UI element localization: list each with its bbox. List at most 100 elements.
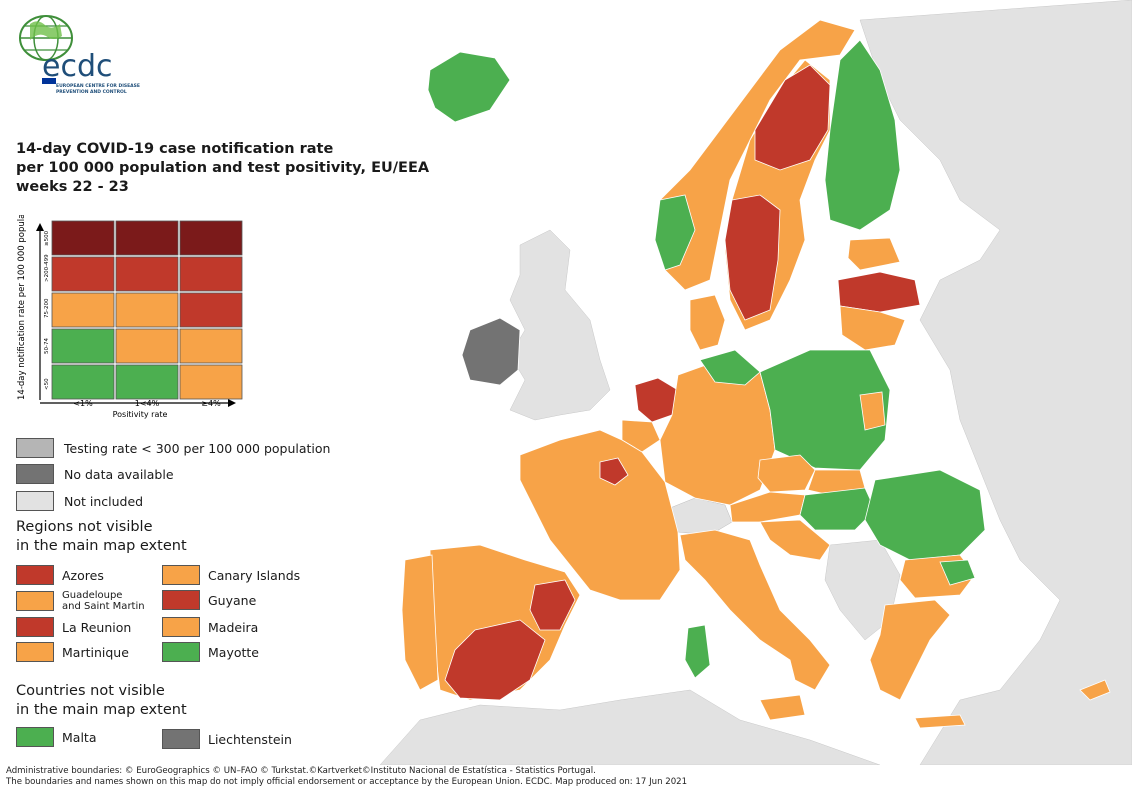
legend-region-label: Martinique <box>62 644 129 660</box>
footer-line-1: Administrative boundaries: © EuroGeograp… <box>6 766 596 776</box>
rate-positivity-matrix: 14-day notification rate per 100 000 pop… <box>17 215 243 419</box>
matrix-cell <box>51 220 115 256</box>
matrix-x-axis-label: Positivity rate <box>113 410 168 419</box>
legend-country-swatch <box>16 727 54 747</box>
legend-region-item: Madeira <box>162 617 258 637</box>
countries-heading-line-2: in the main map extent <box>16 702 187 718</box>
matrix-row-label: 75-200 <box>44 298 50 318</box>
legend-no-data: No data available <box>16 464 174 484</box>
legend-country-label: Malta <box>62 729 97 745</box>
region-france-paris-red <box>599 457 629 486</box>
country-croatia <box>759 519 831 561</box>
country-ireland <box>461 317 521 386</box>
legend-not-included: Not included <box>16 491 143 511</box>
legend-label-testing: Testing rate < 300 per 100 000 populatio… <box>64 440 331 456</box>
region-poland-east-orange <box>859 391 886 431</box>
legend-region-item: Canary Islands <box>162 565 300 585</box>
matrix-cell <box>179 256 243 292</box>
region-sweden-middle-red <box>724 194 781 321</box>
legend-region-label: La Reunion <box>62 619 132 635</box>
region-crete <box>914 714 966 729</box>
country-iceland <box>427 51 511 123</box>
region-norway-west-green <box>654 194 696 271</box>
legend-swatch-not-included <box>16 491 54 511</box>
legend-region-label: Guyane <box>208 592 257 608</box>
region-spain-center-red <box>444 619 546 701</box>
matrix-y-axis-label: 14-day notification rate per 100 000 pop… <box>17 215 27 400</box>
legend-country-item: Liechtenstein <box>162 729 292 749</box>
land-uk <box>509 229 611 421</box>
country-latvia <box>837 271 921 313</box>
legend-label-no-data: No data available <box>64 466 174 482</box>
matrix-cell <box>115 328 179 364</box>
legend-region-swatch <box>162 590 200 610</box>
country-czechia <box>757 454 816 493</box>
legend-swatch-no-data <box>16 464 54 484</box>
legend-region-label: Madeira <box>208 619 259 635</box>
legend-swatch-testing <box>16 438 54 458</box>
countries-heading-line-1: Countries not visible <box>16 683 165 699</box>
countries-heading: Countries not visible in the main map ex… <box>16 682 187 720</box>
legend-region-label: Mayotte <box>208 644 259 660</box>
legend-region-swatch <box>16 642 54 662</box>
legend-region-item: Azores <box>16 565 104 585</box>
legend-country-label: Liechtenstein <box>208 731 292 747</box>
region-germany-north-green <box>699 349 761 386</box>
matrix-row-label: <50 <box>44 378 50 390</box>
region-sardinia <box>684 624 711 679</box>
country-greece <box>869 599 951 701</box>
legend-region-item: Guyane <box>162 590 256 610</box>
country-poland <box>759 349 891 471</box>
legend-region-swatch <box>16 617 54 637</box>
matrix-column-label: 1<4% <box>135 399 160 408</box>
matrix-cell <box>115 256 179 292</box>
legend-region-item: Guadeloupe and Saint Martin <box>16 590 145 612</box>
region-bulgaria-east-green <box>939 559 976 586</box>
footer-line-2: The boundaries and names shown on this m… <box>6 777 688 787</box>
map-title: 14-day COVID-19 case notification rate p… <box>16 140 456 197</box>
legend-region-swatch <box>162 565 200 585</box>
legend-region-swatch <box>162 642 200 662</box>
country-belgium <box>621 419 661 453</box>
title-line-2: per 100 000 population and test positivi… <box>16 160 430 176</box>
regions-heading: Regions not visible in the main map exte… <box>16 518 187 556</box>
land-not-included-east <box>859 0 1132 765</box>
legend-region-swatch <box>162 617 200 637</box>
regions-heading-line-1: Regions not visible <box>16 519 153 535</box>
legend-region-item: Mayotte <box>162 642 259 662</box>
matrix-cell <box>115 220 179 256</box>
country-denmark <box>689 294 726 351</box>
country-portugal <box>401 554 439 691</box>
country-france <box>519 429 681 601</box>
country-finland <box>824 39 901 231</box>
country-italy <box>679 529 831 691</box>
region-sicily <box>759 694 806 721</box>
country-romania <box>864 469 986 561</box>
legend-country-item: Malta <box>16 727 96 747</box>
logo-subtitle: EUROPEAN CENTRE FOR DISEASE PREVENTION A… <box>56 84 140 95</box>
matrix-cell <box>179 328 243 364</box>
country-cyprus <box>1079 679 1111 701</box>
matrix-cell <box>179 364 243 400</box>
matrix-cell <box>115 364 179 400</box>
matrix-cell <box>51 292 115 328</box>
legend-region-item: Martinique <box>16 642 129 662</box>
map-footer: Administrative boundaries: © EuroGeograp… <box>6 766 687 788</box>
matrix-row-label: ≥500 <box>44 230 50 246</box>
legend-testing: Testing rate < 300 per 100 000 populatio… <box>16 438 330 458</box>
legend-region-swatch <box>16 591 54 611</box>
matrix-row-label: >200-499 <box>44 254 50 282</box>
ecdc-logo: ecdc EUROPEAN CENTRE FOR DISEASE PREVENT… <box>16 4 146 100</box>
matrix-cell <box>51 256 115 292</box>
legend-region-label: Guadeloupe and Saint Martin <box>62 590 145 612</box>
regions-heading-line-2: in the main map extent <box>16 538 187 554</box>
legend-region-label: Canary Islands <box>208 567 301 583</box>
country-hungary <box>799 487 876 531</box>
legend-country-swatch <box>162 729 200 749</box>
region-spain-east-red <box>529 579 576 631</box>
matrix-cell <box>179 220 243 256</box>
legend-region-label: Azores <box>62 567 104 583</box>
matrix-row-label: 50-74 <box>44 338 50 354</box>
matrix-cell <box>51 364 115 400</box>
matrix-column-label: ≥4% <box>201 399 221 408</box>
